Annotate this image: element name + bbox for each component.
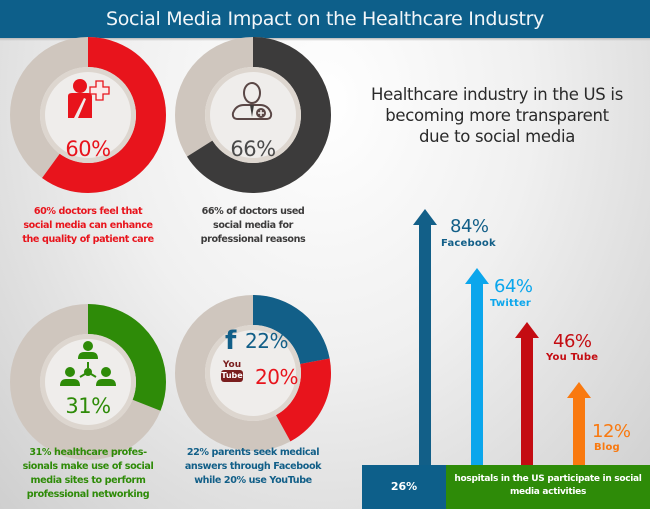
arrow-shaft [471, 283, 483, 465]
facebook-value: 22% [245, 329, 288, 353]
youtube-label: You Tube [546, 352, 599, 363]
arrow-facebook [413, 209, 437, 465]
arrow-youtube [515, 322, 539, 465]
caption-line: the quality of patient care [22, 234, 154, 245]
ring-value-60: 60% [65, 137, 111, 161]
caption-line: while 20% use YouTube [194, 475, 312, 486]
facebook-pct: 84% [450, 216, 489, 237]
youtube-value: 20% [255, 365, 298, 389]
arrow-shaft [521, 337, 533, 465]
caption-line: professional reasons [200, 234, 306, 245]
title-line: becoming more transparent [385, 106, 609, 125]
youtube-icon-top: You [222, 360, 242, 370]
title-line: due to social media [418, 127, 576, 146]
arrow-head [567, 382, 591, 398]
caption-line: hospitals in the US participate in socia… [454, 474, 642, 484]
caption-doctors-professional: 66% of doctors used social media for pro… [168, 205, 338, 247]
ring-chart-doctors-professional: 66% [173, 35, 333, 195]
doctor-cross-icon [68, 79, 110, 118]
youtube-icon: You Tube [221, 360, 243, 382]
transparency-title: Healthcare industry in the US is becomin… [362, 84, 632, 147]
twitter-pct: 64% [494, 276, 533, 297]
arrow-shaft [419, 224, 431, 465]
caption-parents: 22% parents seek medical answers through… [168, 446, 338, 488]
caption-line: answers through Facebook [184, 461, 322, 472]
blog-label: Blog [594, 442, 620, 453]
arrow-head [465, 268, 489, 284]
ring-chart-networking: 31% [8, 302, 168, 462]
youtube-pct: 46% [553, 331, 592, 352]
arrow-twitter [465, 268, 489, 465]
ring-chart-doctors-enhance: 60% [8, 35, 168, 195]
ring-value-66: 66% [230, 137, 276, 161]
ring-66-graphic [175, 37, 331, 193]
ring-31-graphic [10, 304, 166, 460]
caption-line: 22% parents seek medical [186, 447, 320, 458]
arrow-head [515, 322, 539, 338]
ring-value-31: 31% [65, 394, 111, 418]
caption-line: 31% healthcare profes- [29, 447, 147, 458]
hospitals-pct: 26% [362, 465, 446, 509]
arrow-shaft [573, 397, 585, 465]
page-title: Social Media Impact on the Healthcare In… [0, 0, 650, 38]
ring-chart-parents: f 22% You Tube 20% [173, 293, 333, 453]
arrow-head [413, 209, 437, 225]
youtube-icon-bottom: Tube [221, 370, 243, 382]
caption-line: media activities [509, 487, 586, 497]
hospitals-caption: hospitals in the US participate in socia… [446, 465, 650, 509]
caption-networking: 31% healthcare profes- sionals make use … [3, 446, 173, 502]
caption-line: professional networking [26, 489, 150, 500]
facebook-label: Facebook [441, 238, 496, 249]
arrow-blog [567, 382, 591, 465]
caption-line: 66% of doctors used [201, 206, 305, 217]
caption-line: sionals make use of social [22, 461, 154, 472]
twitter-label: Twitter [490, 298, 532, 309]
caption-line: 60% doctors feel that [33, 206, 143, 217]
caption-line: social media can enhance [23, 220, 153, 231]
facebook-icon: f [225, 326, 237, 356]
caption-line: media sites to perform [30, 475, 146, 486]
network-people-icon [60, 341, 116, 386]
ring-fb-yt-graphic [175, 295, 331, 451]
caption-line: social media for [213, 220, 293, 231]
caption-doctors-enhance: 60% doctors feel that social media can e… [3, 205, 173, 247]
doctor-stethoscope-icon [231, 82, 273, 120]
header-shadow [0, 38, 650, 41]
blog-pct: 12% [592, 421, 631, 442]
title-line: Healthcare industry in the US is [371, 85, 623, 104]
